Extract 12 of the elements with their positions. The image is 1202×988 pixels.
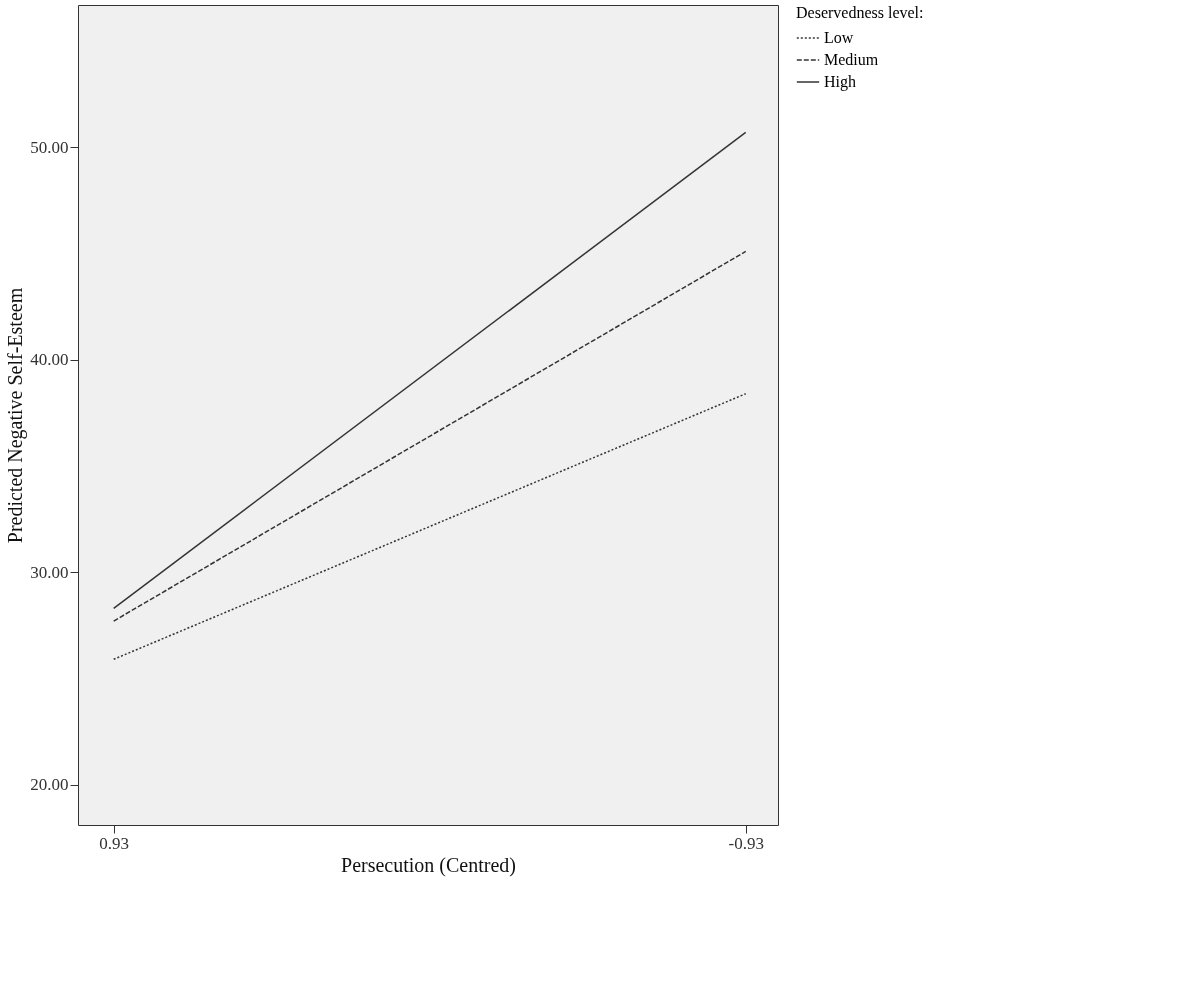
y-tick-label: 20.00	[30, 775, 69, 795]
x-tick-label: -0.93	[728, 833, 764, 853]
y-axis-title: Predicted Negative Self-Esteem	[4, 287, 28, 544]
x-axis-title: Persecution (Centred)	[341, 853, 516, 877]
legend-label: Low	[824, 29, 854, 46]
legend-label: Medium	[824, 51, 879, 68]
y-tick-label: 50.00	[30, 137, 69, 157]
x-tick-label: 0.93	[99, 833, 130, 853]
legend-label: High	[824, 73, 856, 91]
y-tick-label: 40.00	[30, 350, 69, 370]
y-tick-label: 30.00	[30, 562, 69, 582]
legend-title: Deservedness level:	[796, 4, 924, 21]
